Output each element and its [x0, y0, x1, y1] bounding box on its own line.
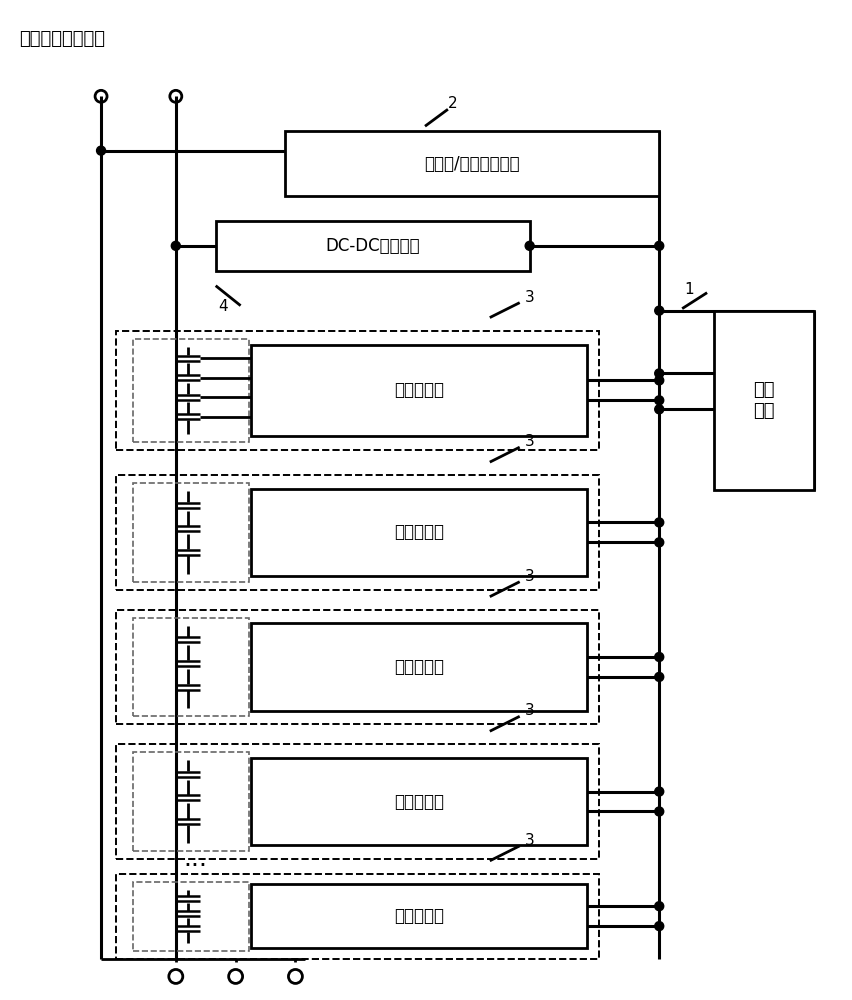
Circle shape [654, 538, 664, 547]
Bar [116, 331, 600, 450]
Circle shape [654, 241, 664, 250]
Bar [250, 345, 588, 436]
Circle shape [654, 922, 664, 931]
Bar [216, 221, 530, 271]
Text: DC-DC电源模块: DC-DC电源模块 [325, 237, 420, 255]
Circle shape [654, 369, 664, 378]
Circle shape [654, 787, 664, 796]
Bar [250, 623, 588, 711]
Bar [116, 475, 600, 590]
Circle shape [171, 241, 181, 250]
Bar [133, 618, 249, 716]
Text: ···: ··· [184, 854, 208, 878]
Bar [250, 489, 588, 576]
Text: 2: 2 [448, 96, 458, 111]
Circle shape [654, 902, 664, 911]
Bar [714, 311, 814, 490]
Text: 3: 3 [525, 290, 534, 305]
Text: 主控
制器: 主控 制器 [753, 381, 774, 420]
Bar [116, 610, 600, 724]
Text: 平衡控制器: 平衡控制器 [394, 523, 444, 541]
Text: 3: 3 [525, 434, 534, 449]
Bar [285, 131, 659, 196]
Bar [133, 483, 249, 582]
Circle shape [525, 241, 534, 250]
Text: 储能系统输出端口: 储能系统输出端口 [20, 30, 106, 48]
Bar [116, 874, 600, 959]
Text: 4: 4 [219, 299, 228, 314]
Text: 3: 3 [525, 569, 534, 584]
Circle shape [96, 146, 106, 155]
Circle shape [654, 672, 664, 681]
Text: 平衡控制器: 平衡控制器 [394, 658, 444, 676]
Text: 3: 3 [525, 703, 534, 718]
Text: 1: 1 [684, 282, 694, 297]
Text: 总电流/电压检测单元: 总电流/电压检测单元 [424, 155, 521, 173]
Circle shape [654, 518, 664, 527]
Circle shape [654, 405, 664, 414]
Bar [250, 884, 588, 948]
Bar [133, 752, 249, 851]
Bar [250, 758, 588, 845]
Text: 3: 3 [525, 833, 534, 848]
Circle shape [654, 653, 664, 661]
Text: 平衡控制器: 平衡控制器 [394, 907, 444, 925]
Circle shape [654, 807, 664, 816]
Bar [133, 339, 249, 442]
Text: 平衡控制器: 平衡控制器 [394, 793, 444, 811]
Circle shape [654, 306, 664, 315]
Text: 平衡控制器: 平衡控制器 [394, 381, 444, 399]
Circle shape [654, 396, 664, 405]
Bar [116, 744, 600, 859]
Circle shape [654, 376, 664, 385]
Bar [133, 882, 249, 951]
